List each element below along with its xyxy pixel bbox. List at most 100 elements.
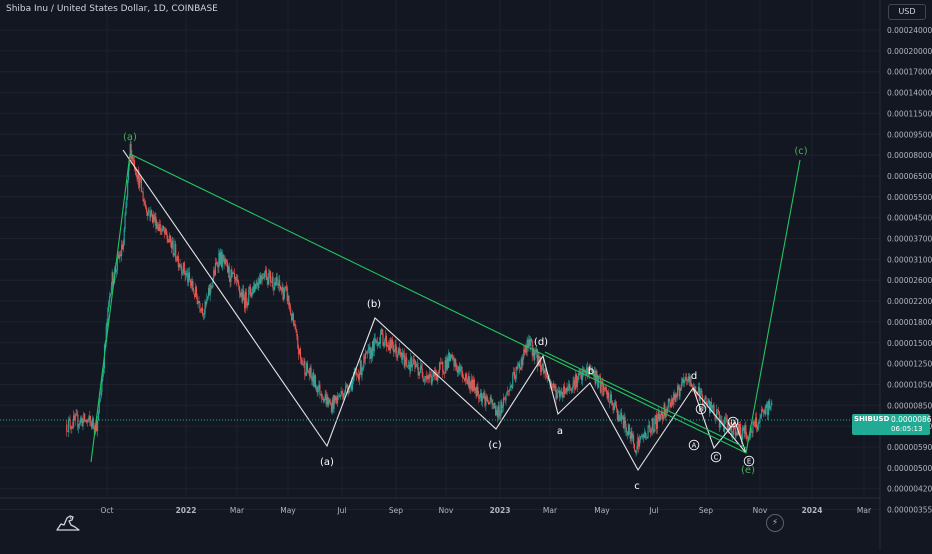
candle-body <box>186 273 188 275</box>
candle-body <box>447 358 449 368</box>
candle-body <box>405 357 407 361</box>
candle-body <box>222 255 224 260</box>
candle-body <box>209 284 211 296</box>
candle-body <box>534 352 536 360</box>
candle-body <box>75 414 77 416</box>
lightning-icon[interactable]: ⚡ <box>766 514 784 532</box>
candle-body <box>403 353 405 367</box>
candle-body <box>616 408 618 421</box>
candle-body <box>732 423 735 435</box>
candle-body <box>742 427 744 429</box>
candle-body <box>154 216 156 221</box>
candle-body <box>673 394 675 397</box>
candle-body <box>67 419 69 432</box>
candle-body <box>644 432 647 438</box>
candle-body <box>480 392 482 398</box>
candle-body <box>364 356 366 360</box>
candle-body <box>427 375 429 380</box>
candle-body <box>291 313 294 321</box>
candle-body <box>512 373 514 389</box>
candle-body <box>749 427 751 438</box>
candle-body <box>443 372 445 373</box>
candle-body <box>192 281 194 291</box>
candle-body <box>609 401 611 403</box>
candle-body <box>431 379 433 384</box>
candle-body <box>344 386 347 393</box>
candle-body <box>545 370 547 377</box>
wave-green-trend <box>544 351 747 449</box>
candle-body <box>178 264 180 267</box>
candle-body <box>375 338 377 343</box>
candle-body <box>247 301 249 306</box>
price-axis[interactable]: 0.00024000 0.00020000 0.00017000 0.00014000… <box>887 26 932 515</box>
candle-body <box>156 224 158 229</box>
candle-body <box>233 272 235 274</box>
candle-body <box>195 286 197 297</box>
candle-body <box>392 339 394 346</box>
candle-body <box>501 401 503 409</box>
candle-body <box>170 235 172 243</box>
candle-body <box>289 305 291 309</box>
time-axis[interactable]: Oct 2022 Mar May Jul Sep Nov 2023 Mar May Jul Sep No… <box>101 506 872 515</box>
candle-body <box>238 282 240 287</box>
candle-body <box>376 341 378 343</box>
candle-body <box>119 254 121 258</box>
candle-body <box>430 375 432 384</box>
y-tick-label: 0.00006500 <box>887 172 932 181</box>
candle-body <box>205 301 207 304</box>
candle-body <box>537 355 539 366</box>
tradingview-dino-icon[interactable] <box>55 512 81 532</box>
candle-body <box>696 393 698 395</box>
y-tick-label: 0.00001050 <box>887 380 932 389</box>
candle-body <box>259 275 262 284</box>
candle-body <box>484 393 486 406</box>
candle-body <box>365 352 367 360</box>
candle-body <box>313 372 315 387</box>
candle-body <box>117 254 119 257</box>
candle-body <box>587 367 589 374</box>
symbol-title[interactable]: Shiba Inu / United States Dollar, 1D, CO… <box>6 4 218 14</box>
candle-body <box>384 340 386 343</box>
candle-body <box>600 382 602 393</box>
candle-body <box>245 291 247 304</box>
candle-body <box>235 277 237 281</box>
candle-body <box>179 264 181 267</box>
y-tick-label: 0.00001500 <box>887 339 932 348</box>
candle-body <box>140 178 142 193</box>
candle-body <box>87 420 89 422</box>
candle-body <box>676 386 679 397</box>
candle-body <box>282 286 284 301</box>
candle-body <box>283 293 285 301</box>
candle-body <box>290 308 292 315</box>
candle-body <box>321 393 323 399</box>
candle-body <box>752 422 754 433</box>
candle-body <box>199 302 201 310</box>
x-tick-label: Nov <box>753 506 768 515</box>
candle-body <box>322 398 324 400</box>
candle-body <box>697 387 700 392</box>
currency-button[interactable]: USD <box>888 4 926 20</box>
candle-body <box>381 328 383 334</box>
candle-body <box>482 396 484 398</box>
candle-body <box>771 403 773 405</box>
candle-body <box>417 367 419 376</box>
x-tick-label: Mar <box>857 506 872 515</box>
candle-body <box>428 375 430 379</box>
candle-body <box>660 414 662 416</box>
candle-body <box>213 270 215 280</box>
candle-body <box>79 418 81 424</box>
candle-body <box>360 360 362 376</box>
candle-body <box>215 262 217 264</box>
candle-body <box>246 303 248 306</box>
candle-body <box>603 388 605 396</box>
candle-body <box>231 269 233 274</box>
candle-body <box>168 241 170 243</box>
candle-body <box>527 340 529 347</box>
candle-body <box>139 177 141 188</box>
candle-body <box>361 368 363 376</box>
candle-body <box>402 352 404 354</box>
candle-body <box>159 224 161 231</box>
candle-body <box>687 376 689 382</box>
candle-body <box>73 415 75 420</box>
